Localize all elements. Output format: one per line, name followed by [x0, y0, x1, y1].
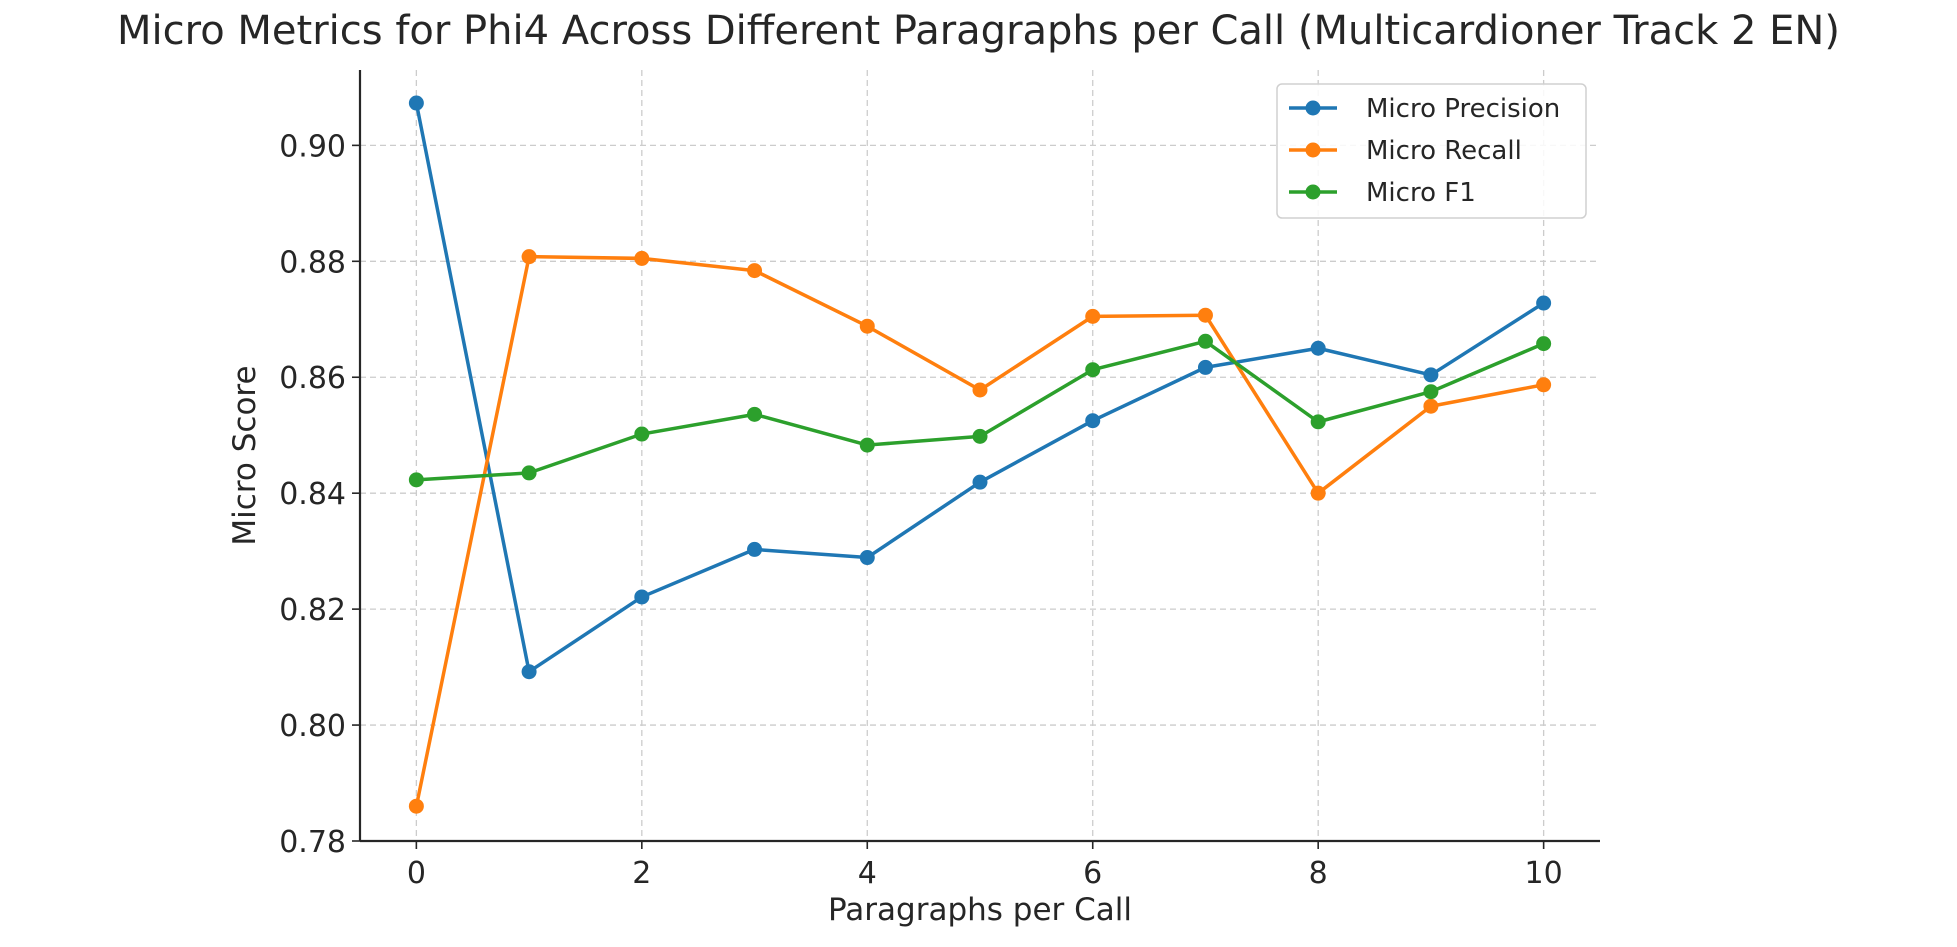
data-point — [1310, 485, 1326, 501]
y-tick-label: 0.84 — [279, 477, 346, 512]
legend-item: Micro Precision — [1289, 94, 1560, 124]
data-point — [1085, 413, 1101, 429]
series-layer — [408, 95, 1552, 814]
data-point — [521, 249, 537, 265]
axes — [358, 70, 1600, 843]
x-tick-label: 6 — [1083, 856, 1102, 891]
y-tick-label: 0.90 — [279, 129, 346, 164]
data-point — [859, 550, 875, 566]
data-point — [972, 474, 988, 490]
data-point — [1197, 333, 1213, 349]
data-point — [1423, 367, 1439, 383]
chart-title: Micro Metrics for Phi4 Across Different … — [117, 8, 1840, 54]
data-point — [1310, 414, 1326, 430]
x-axis-label: Paragraphs per Call — [828, 892, 1132, 928]
series-line — [414, 254, 1544, 807]
data-point — [859, 437, 875, 453]
legend-label: Micro F1 — [1366, 178, 1476, 208]
x-tick-label: 4 — [858, 856, 877, 891]
legend-item: Micro Recall — [1289, 136, 1522, 166]
data-point — [521, 465, 537, 481]
x-tick-label: 2 — [632, 856, 651, 891]
data-point — [1197, 307, 1213, 323]
y-axis-label: Micro Score — [227, 365, 263, 545]
legend-swatch-marker — [1305, 100, 1321, 116]
y-tick-label: 0.78 — [279, 825, 346, 860]
data-point — [1536, 377, 1552, 393]
data-point — [634, 426, 650, 442]
legend: Micro Precision Micro Recall Micro F1 — [1276, 83, 1587, 219]
data-point — [1197, 359, 1213, 375]
legend-box — [1276, 83, 1587, 219]
legend-label: Micro Recall — [1366, 136, 1522, 166]
legend-label: Micro Precision — [1366, 94, 1560, 124]
y-tick-label: 0.86 — [279, 361, 346, 396]
x-tick-label: 0 — [407, 856, 426, 891]
x-tick-label: 8 — [1309, 856, 1328, 891]
data-point — [747, 263, 763, 279]
grid — [360, 70, 1600, 842]
data-point — [1085, 362, 1101, 378]
y-tick-label: 0.88 — [279, 245, 346, 280]
data-point — [634, 589, 650, 605]
series-micro-precision — [408, 95, 1552, 680]
data-point — [1310, 340, 1326, 356]
data-point — [747, 406, 763, 422]
x-tick-label: 10 — [1525, 856, 1563, 891]
data-point — [972, 382, 988, 398]
data-point — [408, 798, 424, 814]
series-micro-recall — [408, 249, 1552, 814]
data-point — [747, 541, 763, 557]
y-tick-label: 0.82 — [279, 593, 346, 628]
data-point — [1536, 295, 1552, 311]
data-point — [1423, 398, 1439, 414]
legend-swatch-marker — [1305, 142, 1321, 158]
data-point — [859, 318, 875, 334]
data-point — [634, 250, 650, 266]
y-tick-label: 0.80 — [279, 709, 346, 744]
tick-labels: 0 2 4 6 8 10 0.78 0.80 0.82 0.84 0.86 0.88 0.90 — [279, 129, 1563, 891]
data-point — [972, 428, 988, 444]
data-point — [1536, 336, 1552, 352]
data-point — [1085, 308, 1101, 324]
data-point — [1423, 384, 1439, 400]
data-point — [408, 95, 424, 111]
legend-swatch-marker — [1305, 184, 1321, 200]
legend-item: Micro F1 — [1289, 178, 1476, 208]
series-micro-f1 — [408, 333, 1552, 488]
data-point — [408, 472, 424, 488]
data-point — [521, 664, 537, 680]
